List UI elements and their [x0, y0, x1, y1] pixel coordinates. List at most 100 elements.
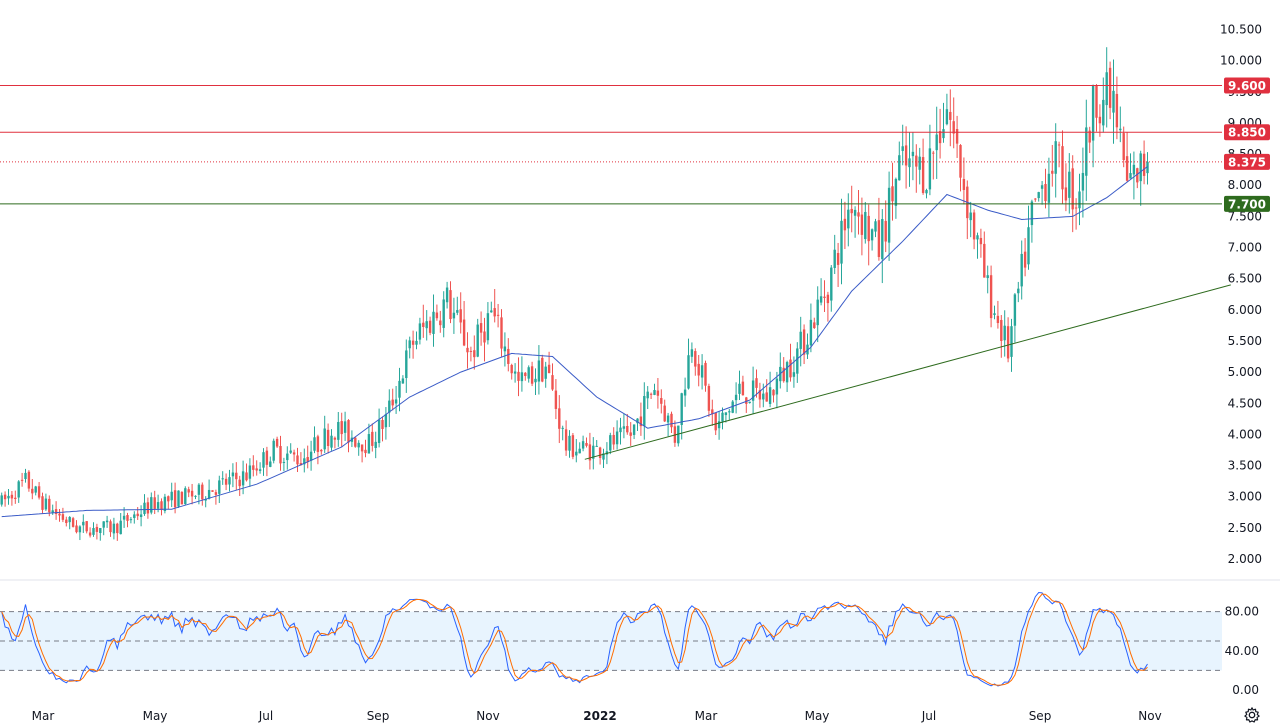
candle-body[interactable]: [275, 438, 279, 447]
candle-body[interactable]: [1051, 170, 1054, 174]
candle-body[interactable]: [435, 312, 439, 319]
candle-body[interactable]: [850, 208, 853, 214]
candle-body[interactable]: [639, 416, 643, 427]
candle-body[interactable]: [432, 311, 435, 334]
candle-body[interactable]: [493, 308, 496, 317]
candle-body[interactable]: [870, 229, 874, 241]
candle-body[interactable]: [320, 449, 323, 452]
candle-body[interactable]: [381, 419, 384, 429]
candle-body[interactable]: [942, 129, 945, 139]
candle-body[interactable]: [44, 498, 48, 510]
candle-body[interactable]: [262, 452, 265, 468]
candle-body[interactable]: [303, 458, 306, 465]
candle-body[interactable]: [598, 447, 602, 458]
candle-body[interactable]: [1081, 172, 1085, 191]
candle-body[interactable]: [456, 310, 459, 313]
candle-body[interactable]: [785, 362, 789, 383]
candle-body[interactable]: [428, 320, 432, 333]
candle-body[interactable]: [367, 434, 371, 454]
candle-body[interactable]: [17, 481, 20, 498]
candle-body[interactable]: [687, 355, 690, 389]
candle-body[interactable]: [1122, 133, 1125, 161]
candle-body[interactable]: [643, 396, 646, 426]
candle-body[interactable]: [1142, 153, 1146, 176]
candle-body[interactable]: [1071, 168, 1074, 210]
candle-body[interactable]: [802, 329, 806, 355]
candle-body[interactable]: [830, 267, 833, 301]
candle-body[interactable]: [711, 409, 714, 415]
candle-body[interactable]: [337, 421, 340, 440]
candle-body[interactable]: [1057, 144, 1061, 146]
candle-body[interactable]: [911, 151, 915, 157]
candle-body[interactable]: [1115, 93, 1119, 128]
candle-body[interactable]: [286, 453, 289, 461]
candle-body[interactable]: [473, 350, 476, 358]
candle-body[interactable]: [541, 357, 544, 382]
candle-body[interactable]: [479, 323, 483, 333]
candle-body[interactable]: [796, 348, 799, 374]
candle-body[interactable]: [143, 502, 146, 515]
candle-body[interactable]: [823, 296, 826, 298]
candle-body[interactable]: [738, 383, 741, 394]
candle-body[interactable]: [371, 431, 374, 446]
candle-body[interactable]: [357, 442, 360, 448]
candle-body[interactable]: [714, 412, 717, 431]
candle-body[interactable]: [826, 294, 830, 304]
candle-body[interactable]: [762, 393, 765, 400]
candle-body[interactable]: [156, 502, 160, 509]
candle-body[interactable]: [214, 492, 218, 495]
candle-body[interactable]: [313, 437, 316, 451]
candle-body[interactable]: [503, 346, 507, 352]
candle-body[interactable]: [408, 340, 411, 349]
candle-body[interactable]: [615, 431, 619, 445]
candle-body[interactable]: [938, 131, 942, 144]
candle-body[interactable]: [483, 331, 486, 343]
candle-body[interactable]: [292, 452, 296, 455]
candle-body[interactable]: [996, 315, 1000, 324]
candle-body[interactable]: [99, 528, 102, 534]
candle-body[interactable]: [133, 514, 136, 518]
candle-body[interactable]: [10, 494, 14, 499]
candle-body[interactable]: [768, 387, 772, 404]
candle-body[interactable]: [316, 436, 320, 452]
candle-body[interactable]: [452, 312, 456, 319]
candle-body[interactable]: [602, 453, 605, 460]
candle-body[interactable]: [660, 398, 663, 404]
candle-body[interactable]: [112, 523, 116, 534]
candle-body[interactable]: [547, 364, 551, 374]
candle-body[interactable]: [813, 322, 816, 328]
candle-body[interactable]: [37, 486, 41, 498]
candle-body[interactable]: [129, 519, 133, 521]
candle-body[interactable]: [901, 146, 904, 151]
candle-body[interactable]: [1000, 319, 1003, 341]
candle-body[interactable]: [252, 465, 255, 470]
candle-body[interactable]: [775, 378, 779, 395]
candle-body[interactable]: [972, 212, 976, 240]
candle-body[interactable]: [816, 299, 819, 326]
candle-body[interactable]: [82, 521, 85, 526]
candle-body[interactable]: [853, 209, 857, 216]
candle-body[interactable]: [476, 324, 479, 357]
candle-body[interactable]: [48, 498, 51, 513]
candle-body[interactable]: [1095, 85, 1098, 118]
candle-body[interactable]: [843, 218, 847, 231]
candle-body[interactable]: [1027, 227, 1030, 265]
candle-body[interactable]: [595, 445, 598, 447]
candle-body[interactable]: [656, 390, 660, 396]
candle-body[interactable]: [847, 209, 850, 229]
candle-body[interactable]: [459, 309, 462, 323]
candle-body[interactable]: [867, 215, 870, 242]
candle-body[interactable]: [915, 155, 918, 167]
candle-body[interactable]: [979, 237, 983, 245]
candle-body[interactable]: [908, 158, 911, 168]
candle-body[interactable]: [1017, 288, 1020, 294]
candle-body[interactable]: [201, 484, 204, 500]
candle-body[interactable]: [945, 109, 949, 125]
candle-body[interactable]: [748, 401, 751, 403]
candle-body[interactable]: [323, 428, 326, 450]
candle-body[interactable]: [68, 517, 71, 523]
candle-body[interactable]: [405, 350, 408, 379]
candle-body[interactable]: [949, 111, 952, 120]
candle-body[interactable]: [425, 321, 428, 329]
candle-body[interactable]: [877, 220, 881, 257]
